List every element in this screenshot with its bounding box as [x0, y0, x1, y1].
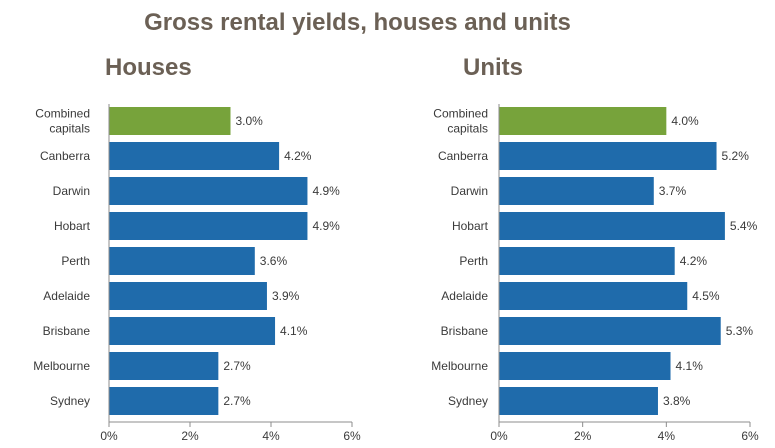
units-value-label-7: 4.1%	[676, 359, 704, 373]
units-x-tick-label-3: 6%	[741, 429, 759, 443]
units-category-label-8: Sydney	[448, 394, 488, 408]
units-bar-8	[499, 387, 658, 415]
houses-category-label-4: Perth	[61, 254, 90, 268]
houses-bar-6	[109, 317, 276, 345]
houses-bar-7	[109, 352, 219, 380]
units-category-label-0: Combined capitals	[433, 107, 488, 136]
houses-bar-4	[109, 247, 255, 275]
units-value-label-0: 4.0%	[671, 114, 699, 128]
units-category-label-1: Canberra	[438, 149, 488, 163]
houses-bar-3	[109, 212, 308, 240]
houses-bar-1	[109, 142, 280, 170]
houses-value-label-4: 3.6%	[260, 254, 288, 268]
houses-value-label-2: 4.9%	[312, 184, 340, 198]
houses-bar-0	[109, 107, 231, 135]
units-bar-3	[499, 212, 725, 240]
houses-bar-8	[109, 387, 219, 415]
houses-value-label-7: 2.7%	[223, 359, 251, 373]
units-bar-4	[499, 247, 675, 275]
units-category-label-3: Hobart	[452, 219, 489, 233]
houses-value-label-0: 3.0%	[236, 114, 264, 128]
units-bar-5	[499, 282, 688, 310]
houses-category-label-1: Canberra	[40, 149, 90, 163]
houses-x-tick-label-3: 6%	[343, 429, 361, 443]
houses-category-label-6: Brisbane	[43, 324, 91, 338]
units-panel-title: Units	[463, 54, 523, 81]
houses-category-label-7: Melbourne	[33, 359, 90, 373]
houses-value-label-3: 4.9%	[312, 219, 340, 233]
units-category-label-6: Brisbane	[441, 324, 489, 338]
units-bar-1	[499, 142, 717, 170]
houses-x-tick-label-0: 0%	[100, 429, 118, 443]
houses-category-label-2: Darwin	[53, 184, 90, 198]
units-category-label-7: Melbourne	[431, 359, 488, 373]
houses-category-label-8: Sydney	[50, 394, 90, 408]
units-value-label-2: 3.7%	[659, 184, 687, 198]
units-value-label-4: 4.2%	[680, 254, 708, 268]
houses-x-tick-label-1: 2%	[181, 429, 199, 443]
houses-category-label-5: Adelaide	[43, 289, 90, 303]
units-value-label-1: 5.2%	[722, 149, 750, 163]
units-bar-7	[499, 352, 671, 380]
units-value-label-8: 3.8%	[663, 394, 691, 408]
houses-bar-2	[109, 177, 308, 205]
houses-x-tick-label-2: 4%	[262, 429, 280, 443]
units-value-label-6: 5.3%	[726, 324, 754, 338]
units-bar-6	[499, 317, 721, 345]
houses-value-label-8: 2.7%	[223, 394, 251, 408]
houses-category-label-3: Hobart	[54, 219, 91, 233]
houses-value-label-6: 4.1%	[280, 324, 308, 338]
units-category-label-4: Perth	[459, 254, 488, 268]
units-bar-2	[499, 177, 654, 205]
units-value-label-5: 4.5%	[692, 289, 720, 303]
chart-title: Gross rental yields, houses and units	[144, 9, 571, 36]
houses-bar-5	[109, 282, 267, 310]
houses-value-label-5: 3.9%	[272, 289, 300, 303]
units-category-label-5: Adelaide	[441, 289, 488, 303]
units-x-tick-label-0: 0%	[490, 429, 508, 443]
units-category-label-2: Darwin	[451, 184, 488, 198]
houses-panel-title: Houses	[105, 54, 192, 81]
houses-value-label-1: 4.2%	[284, 149, 312, 163]
houses-category-label-0: Combined capitals	[35, 107, 90, 136]
units-x-tick-label-2: 4%	[658, 429, 676, 443]
units-x-tick-label-1: 2%	[574, 429, 592, 443]
units-bar-0	[499, 107, 667, 135]
units-value-label-3: 5.4%	[730, 219, 758, 233]
